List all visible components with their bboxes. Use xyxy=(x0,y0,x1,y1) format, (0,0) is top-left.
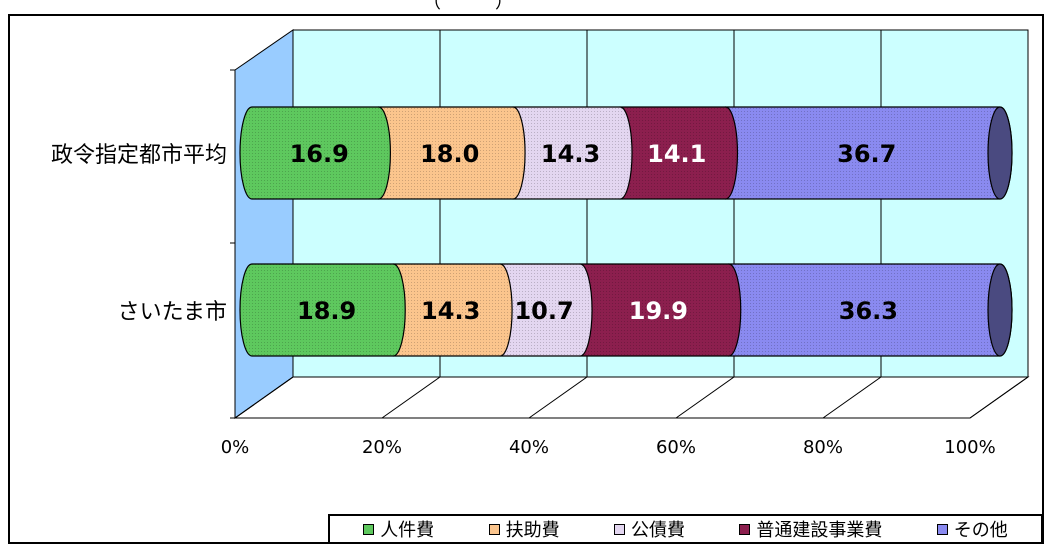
bar-value-label: 18.9 xyxy=(297,297,356,325)
bar-segment: 19.9 xyxy=(567,263,742,357)
bar-texture xyxy=(568,264,741,356)
bar-texture xyxy=(713,107,1012,199)
x-tick-label: 40% xyxy=(509,437,549,458)
bar-value-label: 16.9 xyxy=(290,140,349,168)
legend-item: 扶助費 xyxy=(488,516,560,542)
bar-end-cap xyxy=(987,263,1013,357)
x-tick-label: 20% xyxy=(362,437,402,458)
bar-segment: 14.3 xyxy=(500,106,633,200)
bar-segment: 36.7 xyxy=(712,106,1013,200)
bar-value-label: 19.9 xyxy=(629,297,688,325)
floor xyxy=(233,376,1030,419)
bar-value-label: 36.3 xyxy=(839,297,898,325)
legend-label: その他 xyxy=(953,520,1008,541)
bar-texture xyxy=(501,107,633,199)
bar-segment: 14.1 xyxy=(607,106,739,200)
bar-texture xyxy=(240,107,391,199)
legend-item: 普通建設事業費 xyxy=(739,516,882,542)
legend-swatch xyxy=(613,523,625,535)
legend-label: 普通建設事業費 xyxy=(756,520,883,541)
legend-swatch xyxy=(739,523,751,535)
bar-texture xyxy=(716,264,1012,356)
floor-gridline xyxy=(381,376,441,419)
plot-walls xyxy=(233,29,1030,419)
legend: 人件費 扶助費 公債費 普通建設事業費 その他 xyxy=(328,514,1043,544)
bar-segment: 18.9 xyxy=(239,263,406,357)
floor-gridline xyxy=(822,376,882,419)
bar-texture xyxy=(381,264,513,356)
legend-label: 公債費 xyxy=(630,520,685,541)
floor-gridline xyxy=(528,376,588,419)
x-tick-label: 60% xyxy=(656,437,696,458)
bar-segment: 16.9 xyxy=(239,106,392,200)
bar-texture xyxy=(488,264,593,356)
side-wall xyxy=(234,29,294,419)
legend-swatch xyxy=(488,523,500,535)
bar-value-label: 36.7 xyxy=(837,140,896,168)
bar-segment: 18.0 xyxy=(365,106,526,200)
floor-gridline xyxy=(969,376,1029,419)
bar-texture xyxy=(366,107,526,199)
x-tick-label: 0% xyxy=(221,437,250,458)
bar-value-label: 14.3 xyxy=(421,297,480,325)
bar-segment: 36.3 xyxy=(716,263,1013,357)
bars: 36.7 14.1 14.3 18.0 16.9 36.3 19.9 10.7 14.3 18.9 xyxy=(239,106,1013,357)
x-tick-label: 80% xyxy=(803,437,843,458)
chart-title: （ ） xyxy=(388,0,548,14)
bar-end-cap xyxy=(987,106,1013,200)
legend-swatch xyxy=(936,523,948,535)
bar-value-label: 10.7 xyxy=(514,297,573,325)
bar-value-label: 18.0 xyxy=(420,140,479,168)
legend-label: 扶助費 xyxy=(505,520,560,541)
floor-gridline xyxy=(675,376,735,419)
category-label: さいたま市 xyxy=(118,300,227,325)
legend-swatch xyxy=(363,523,375,535)
bar-value-label: 14.1 xyxy=(647,140,706,168)
bar-texture xyxy=(608,107,738,199)
legend-item: 公債費 xyxy=(613,516,685,542)
bar-segment: 14.3 xyxy=(380,263,513,357)
legend-item: 人件費 xyxy=(363,516,434,542)
category-label: 政令指定都市平均 xyxy=(51,143,227,168)
legend-label: 人件費 xyxy=(380,520,435,541)
legend-item: その他 xyxy=(936,516,1008,542)
axis-ticks: 0% 20% 40% 60% 80% 100% xyxy=(221,69,996,458)
x-tick-label: 100% xyxy=(944,437,995,458)
bar-value-label: 14.3 xyxy=(541,140,600,168)
floor-gridline xyxy=(234,376,294,419)
bar-texture xyxy=(240,264,406,356)
bar-segment: 10.7 xyxy=(487,263,593,357)
